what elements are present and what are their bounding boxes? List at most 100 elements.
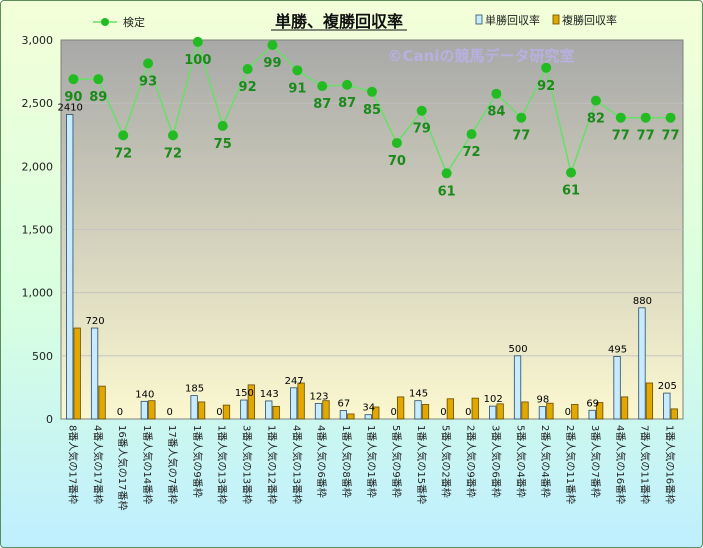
kentei-marker: [93, 74, 104, 85]
kentei-value-label: 72: [114, 146, 132, 161]
tansho-bar: [513, 355, 522, 420]
x-category-label: 2番人気の11番枠: [564, 425, 577, 504]
fukusho-bar: [496, 403, 504, 420]
kentei-value-label: 84: [487, 105, 505, 120]
tansho-value-label: 0: [216, 407, 222, 418]
kentei-marker: [367, 86, 377, 97]
tansho-value-label: 2410: [57, 103, 82, 114]
kentei-marker: [541, 62, 552, 73]
fukusho-bar: [521, 401, 529, 420]
tansho-value-label: 500: [508, 344, 527, 355]
grid-lines: [61, 102, 683, 357]
tansho-value-label: 0: [390, 407, 396, 418]
tansho-value-label: 720: [86, 316, 105, 327]
tansho-value-label: 69: [586, 398, 599, 409]
kentei-marker: [68, 74, 79, 85]
x-category-label: 1番人気の16番枠: [664, 425, 677, 504]
kentei-marker: [590, 95, 601, 106]
legend-fukusho-swatch: [552, 14, 560, 25]
x-category-label: 5番人気の2番枠: [440, 425, 453, 498]
legend-marker-icon: [101, 18, 109, 26]
kentei-value-label: 99: [263, 56, 281, 71]
tansho-value-label: 247: [285, 376, 304, 387]
x-category-label: 5番人気の9番枠: [390, 425, 403, 498]
kentei-value-label: 75: [214, 137, 232, 152]
tansho-value-label: 185: [185, 384, 204, 395]
tansho-value-label: 98: [537, 395, 550, 406]
legend-fukusho-entry: 複勝回収率: [552, 13, 617, 27]
tansho-bar: [364, 414, 372, 420]
fukusho-bar: [645, 382, 654, 420]
fukusho-bar: [322, 400, 330, 420]
y-tick-label: 0: [46, 413, 53, 426]
kentei-value-label: 100: [184, 53, 211, 68]
tansho-bar: [339, 410, 348, 420]
chart-title: 単勝、複勝回収率: [275, 12, 403, 31]
kentei-marker: [267, 40, 278, 51]
kentei-value-label: 77: [662, 129, 680, 144]
tansho-value-label: 0: [117, 407, 123, 418]
y-tick-label: 3,000: [22, 34, 54, 47]
x-category-label: 17番人気の7番枠: [166, 425, 179, 504]
kentei-marker: [242, 64, 253, 75]
fukusho-bar: [596, 402, 604, 420]
legend-fukusho-label: 複勝回収率: [562, 13, 617, 27]
kentei-value-label: 77: [637, 129, 655, 144]
fukusho-bar: [670, 408, 678, 420]
fukusho-bars: [73, 327, 678, 420]
fukusho-bar: [396, 396, 405, 420]
kentei-value-label: 87: [338, 96, 356, 111]
kentei-marker: [491, 88, 502, 99]
tansho-bar: [538, 406, 547, 420]
kentei-marker: [516, 112, 527, 123]
legend-tansho-entry: 単勝回収率: [475, 13, 540, 27]
x-category-label: 2番人気の4番枠: [539, 425, 552, 498]
legend-line-entry: 検定: [93, 15, 145, 29]
fukusho-bar: [73, 327, 81, 420]
y-axis-ticks: 0 500 1,000 1,500 2,000 2,500 3,000: [22, 34, 54, 426]
x-category-label: 4番人気の13番枠: [290, 425, 303, 504]
tansho-value-label: 0: [465, 407, 471, 418]
kentei-value-label: 61: [562, 184, 580, 199]
tansho-bar: [489, 405, 497, 420]
x-axis-categories: 8番人気の17番枠 4番人気の17番枠 16番人気の17番枠 1番人気の14番枠 17番…: [66, 425, 676, 510]
kentei-marker: [441, 168, 452, 179]
tansho-bar: [289, 387, 298, 420]
x-category-label: 1番人気の15番枠: [415, 425, 428, 504]
tansho-bar: [663, 392, 671, 420]
tansho-value-label: 0: [167, 407, 173, 418]
x-category-label: 16番人気の17番枠: [116, 425, 129, 510]
kentei-marker: [391, 137, 402, 148]
kentei-value-label: 93: [139, 74, 157, 89]
tansho-value-label: 495: [608, 344, 627, 355]
kentei-marker: [640, 112, 651, 123]
kentei-value-label: 72: [164, 146, 182, 161]
kentei-marker: [665, 112, 676, 123]
kentei-value-label: 72: [462, 145, 480, 160]
x-category-label: 3番人気の7番枠: [589, 425, 602, 498]
fukusho-bar: [222, 404, 231, 420]
x-category-label: 5番人気の4番枠: [514, 425, 527, 498]
tansho-value-label: 0: [565, 407, 571, 418]
tansho-bar: [613, 356, 621, 420]
fukusho-bar: [297, 382, 305, 420]
kentei-marker: [317, 81, 328, 92]
x-category-label: 1番人気の8番枠: [340, 425, 353, 498]
kentei-marker: [416, 105, 427, 116]
fukusho-bar: [620, 396, 629, 420]
x-category-label: 4番人気の16番枠: [614, 425, 627, 504]
kentei-value-label: 92: [537, 79, 555, 94]
tansho-bar: [588, 409, 596, 420]
kentei-marker: [217, 120, 228, 131]
tansho-bars: [66, 114, 671, 420]
legend-tansho-label: 単勝回収率: [485, 13, 540, 27]
kentei-value-label: 87: [313, 97, 331, 112]
x-category-label: 3番人気の6番枠: [489, 425, 502, 498]
kentei-marker: [342, 79, 353, 90]
fukusho-bar: [546, 402, 554, 420]
tansho-value-label: 880: [633, 296, 652, 307]
kentei-marker: [615, 112, 626, 123]
fukusho-bar: [471, 397, 479, 420]
kentei-value-label: 77: [612, 129, 630, 144]
